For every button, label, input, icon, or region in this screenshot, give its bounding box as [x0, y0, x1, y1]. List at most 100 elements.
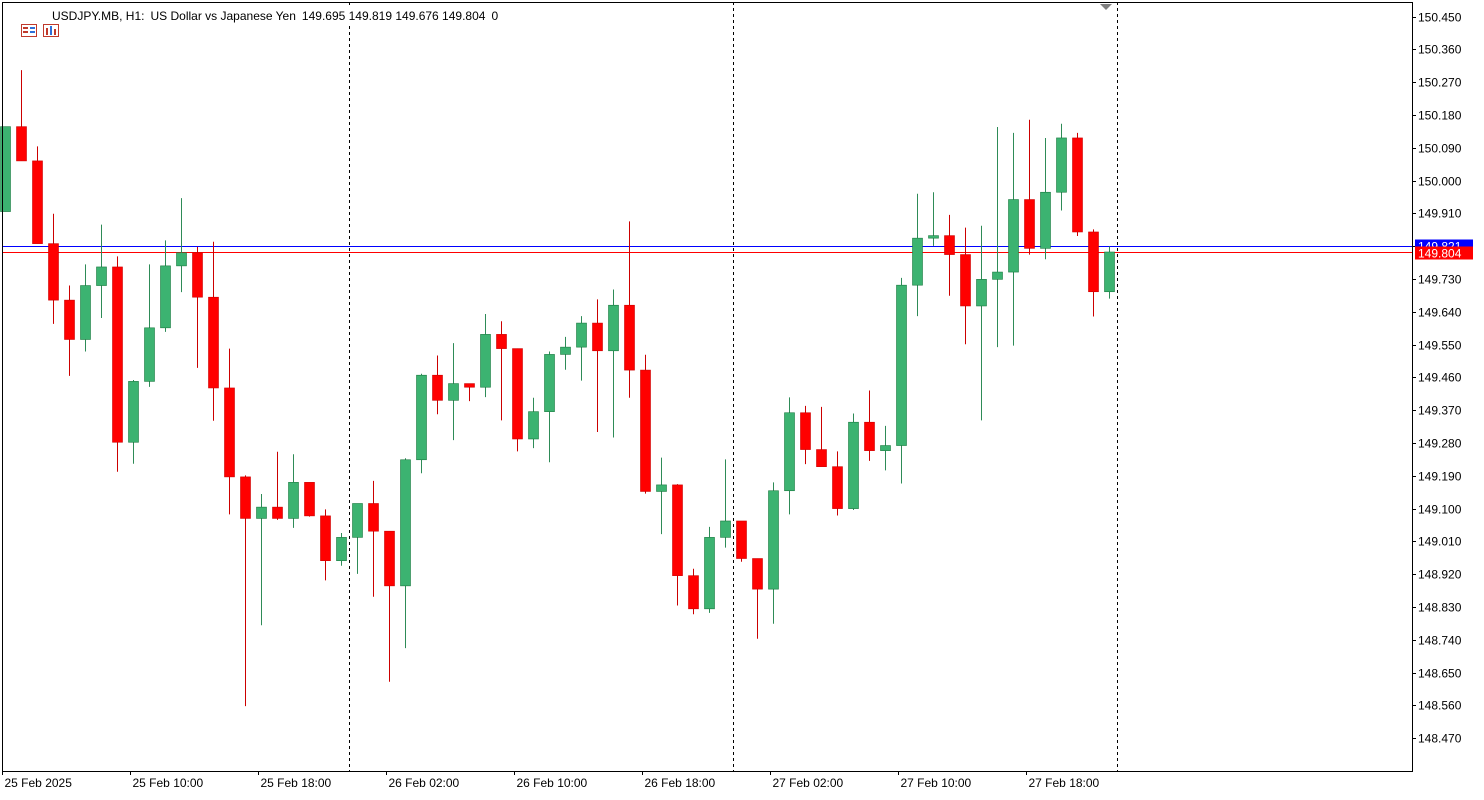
bear-candle-body [496, 334, 507, 349]
bear-candle-body [864, 421, 875, 451]
bear-candle-body [752, 558, 763, 590]
bull-candle-body [448, 383, 459, 401]
candle [784, 397, 795, 515]
bull-candle-body [1104, 251, 1115, 293]
price-tick-label: 148.470 [1418, 732, 1462, 746]
candle [1104, 246, 1115, 299]
price-tags: 149.821149.804 [1415, 239, 1473, 261]
candle [336, 533, 347, 566]
candle [592, 299, 603, 433]
candle [1040, 137, 1051, 260]
bull-candle-body [1040, 191, 1051, 249]
candle [368, 480, 379, 597]
candle [944, 214, 955, 296]
candle [656, 457, 667, 535]
bear-candle-body [48, 243, 59, 301]
bull-candle-body [288, 482, 299, 519]
bear-candle-body [816, 449, 827, 467]
candle [896, 277, 907, 484]
price-tick-label: 150.000 [1418, 175, 1462, 189]
bear-candle-body [624, 304, 635, 371]
bull-candle-body [528, 411, 539, 440]
candle [576, 316, 587, 381]
candle [704, 526, 715, 613]
candle [32, 146, 43, 244]
bear-candle-body [592, 322, 603, 352]
candle [256, 494, 267, 626]
candle [240, 475, 251, 707]
bear-candle-body [944, 235, 955, 255]
bull-candle-body [912, 237, 923, 286]
bull-candle-body [1056, 137, 1067, 193]
candle [1024, 119, 1035, 255]
bull-candle-body [560, 346, 571, 355]
bull-candle-body [256, 506, 267, 519]
candle [272, 451, 283, 520]
bear-candle-body [688, 575, 699, 610]
chart-properties-icon[interactable] [30, 10, 60, 37]
bear-candle-body [960, 254, 971, 307]
trade-panel-icon[interactable] [8, 10, 38, 37]
bear-candle-body [192, 252, 203, 298]
chart-header: USDJPY.MB, H1: US Dollar vs Japanese Yen… [8, 7, 505, 37]
price-lines [2, 246, 1412, 253]
bull-candle-body [96, 266, 107, 286]
day-separators [349, 2, 1118, 771]
price-axis[interactable]: 150.450 150.360 150.270 150.180 150.090 150.0… [1412, 11, 1462, 746]
candle [528, 397, 539, 449]
price-tick-label: 149.280 [1418, 437, 1462, 451]
candle [400, 458, 411, 649]
bull-candle-body [352, 503, 363, 538]
bear-candle-body [640, 369, 651, 492]
bid-price-tag: 149.804 [1415, 246, 1473, 261]
price-tick-label: 149.370 [1418, 404, 1462, 418]
price-tick-label: 150.270 [1418, 76, 1462, 90]
price-tick-label: 150.090 [1418, 142, 1462, 156]
candle [512, 348, 523, 452]
bull-candle-body [896, 284, 907, 446]
price-tick-label: 149.100 [1418, 503, 1462, 517]
price-tick-label: 148.920 [1418, 568, 1462, 582]
bull-candle-body [336, 537, 347, 562]
bull-candle-body [1008, 199, 1019, 273]
bull-candle-body [400, 459, 411, 587]
candle [320, 509, 331, 581]
bull-candle-body [880, 445, 891, 451]
candle [880, 425, 891, 471]
chart-frame [2, 2, 1413, 772]
price-tick-label: 148.650 [1418, 667, 1462, 681]
candle [912, 193, 923, 317]
candle [0, 126, 11, 212]
chart-ohlc: 149.695 149.819 149.676 149.804 [301, 9, 486, 23]
candle [352, 503, 363, 574]
time-axis[interactable]: 25 Feb 2025 25 Feb 10:00 25 Feb 18:00 26 Fe… [2, 771, 1100, 790]
price-tick-label: 149.550 [1418, 339, 1462, 353]
candle [80, 264, 91, 352]
candle [128, 379, 139, 464]
time-tick-label: 26 Feb 10:00 [517, 776, 588, 790]
time-tick-label: 26 Feb 18:00 [645, 776, 716, 790]
bull-candle-body [720, 520, 731, 538]
bear-candle-body [32, 160, 43, 244]
chart-description: US Dollar vs Japanese Yen [150, 9, 296, 23]
chart-shift-marker-icon[interactable] [1100, 4, 1112, 10]
candle [992, 127, 1003, 348]
time-tick-label: 26 Feb 02:00 [389, 776, 460, 790]
price-tick-label: 148.830 [1418, 601, 1462, 615]
bull-candle-body [576, 322, 587, 348]
candles-layer [0, 70, 1115, 707]
candle [1056, 123, 1067, 211]
bear-candle-body [432, 374, 443, 401]
candle [672, 484, 683, 606]
bear-candle-body [1024, 199, 1035, 249]
candle [1008, 132, 1019, 346]
bull-candle-body [480, 334, 491, 388]
time-tick-label: 27 Feb 10:00 [901, 776, 972, 790]
candle [768, 482, 779, 624]
candle [112, 256, 123, 472]
candle [1088, 229, 1099, 317]
bear-candle-body [16, 126, 27, 162]
candle [816, 406, 827, 467]
